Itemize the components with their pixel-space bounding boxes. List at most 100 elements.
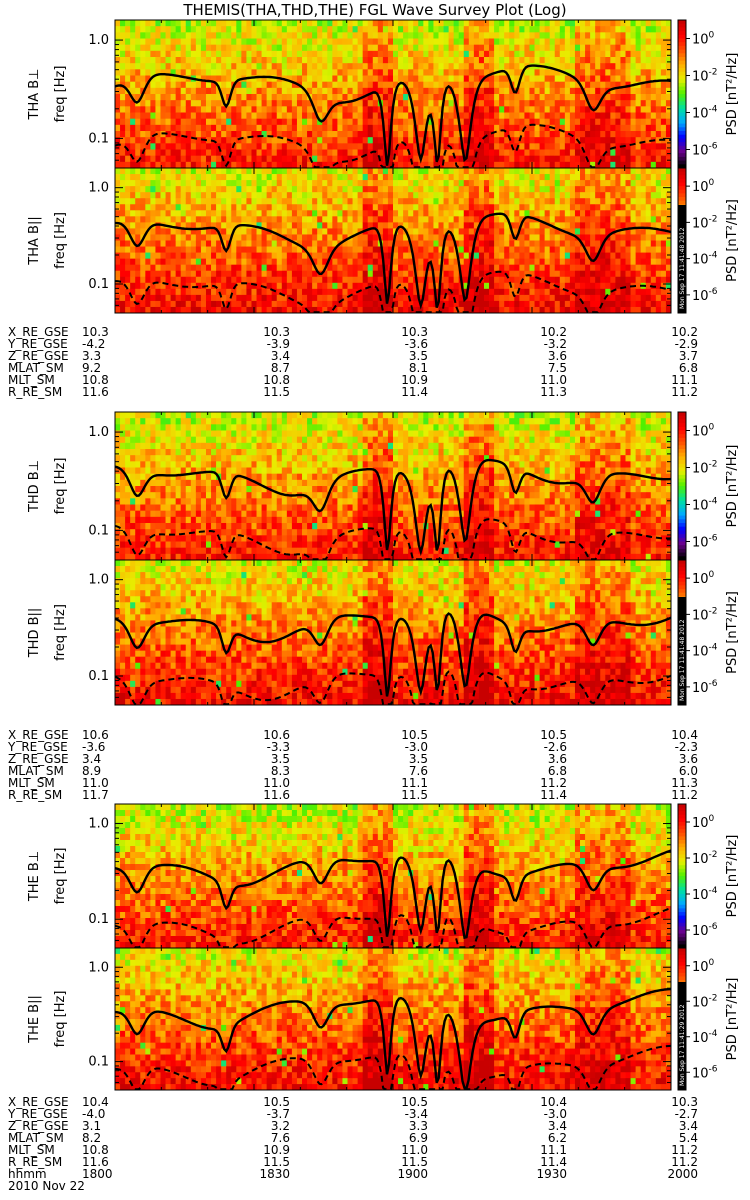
spectrogram-cell xyxy=(408,174,414,181)
spectrogram-cell xyxy=(544,240,551,247)
spectrogram-cell xyxy=(332,131,338,138)
spectrogram-cell xyxy=(453,216,460,223)
spectrogram-cell xyxy=(418,246,424,253)
spectrogram-cell xyxy=(463,75,470,83)
spectrogram-cell xyxy=(271,63,278,70)
spectrogram-cell xyxy=(367,306,374,314)
spectrogram-cell xyxy=(539,118,546,126)
spectrogram-cell xyxy=(514,228,520,235)
spectrogram-cell xyxy=(610,32,616,39)
spectrogram-cell xyxy=(216,149,222,157)
spectrogram-cell xyxy=(438,306,444,314)
spectrogram-cell xyxy=(332,149,338,157)
spectrogram-cell xyxy=(519,192,525,199)
spectrogram-cell xyxy=(544,234,551,241)
spectrogram-cell xyxy=(135,234,141,241)
spectrogram-cell xyxy=(408,137,414,144)
spectrogram-cell xyxy=(489,143,495,150)
spectrogram-cell xyxy=(261,216,268,223)
spectrogram-cell xyxy=(205,276,212,284)
spectrogram-cell xyxy=(322,50,328,58)
spectrogram-cell xyxy=(443,216,449,223)
spectrogram-cell xyxy=(478,44,485,52)
spectrogram-cell xyxy=(423,240,429,247)
spectrogram-cell xyxy=(241,131,247,138)
spectrogram-cell xyxy=(387,63,394,70)
spectrogram-cell xyxy=(195,57,202,64)
spectrogram-cell xyxy=(499,282,505,290)
spectrogram-cell xyxy=(150,306,156,314)
spectrogram-cell xyxy=(205,50,212,58)
spectrogram-cell xyxy=(281,94,288,101)
spectrogram-cell xyxy=(438,69,444,76)
spectrogram-cell xyxy=(342,75,348,83)
spectrogram-cell xyxy=(205,149,212,157)
spectrogram-cell xyxy=(473,26,480,33)
spectrogram-cell xyxy=(640,32,647,39)
spectrogram-cell xyxy=(256,124,262,132)
spectrogram-cell xyxy=(155,300,161,308)
spectrogram-cell xyxy=(504,26,510,33)
spectrogram-cell xyxy=(494,50,500,58)
spectrogram-cell xyxy=(150,192,156,199)
spectrogram-cell xyxy=(564,246,571,253)
spectrogram-cell xyxy=(115,246,121,253)
spectrogram-cell xyxy=(347,288,353,296)
spectrogram-cell xyxy=(281,264,288,272)
spectrogram-cell xyxy=(312,276,318,284)
spectrogram-cell xyxy=(221,294,227,302)
spectrogram-cell xyxy=(281,288,288,296)
spectrogram-cell xyxy=(377,149,384,157)
spectrogram-cell xyxy=(296,252,303,260)
spectrogram-cell xyxy=(544,186,551,193)
spectrogram-cell xyxy=(337,186,343,193)
spectrogram-cell xyxy=(221,204,227,211)
spectrogram-cell xyxy=(418,264,424,272)
spectrogram-cell xyxy=(463,306,470,314)
spectrogram-cell xyxy=(352,38,359,46)
spectrogram-cell xyxy=(256,69,262,76)
spectrogram-cell xyxy=(130,50,136,58)
spectrogram-cell xyxy=(347,174,353,181)
spectrogram-cell xyxy=(125,75,131,83)
spectrogram-cell xyxy=(200,210,207,217)
spectrogram-cell xyxy=(226,204,232,211)
spectrogram-cell xyxy=(342,234,348,241)
spectrogram-cell xyxy=(175,192,182,199)
spectrogram-cell xyxy=(205,300,212,308)
spectrogram-cell xyxy=(271,198,278,205)
spectrogram-cell xyxy=(190,106,197,113)
spectrogram-cell xyxy=(398,149,404,157)
spectrogram-cell xyxy=(302,258,308,266)
spectrogram-cell xyxy=(509,198,515,205)
spectrogram-cell xyxy=(170,50,177,58)
spectrogram-cell xyxy=(393,69,399,76)
spectrogram-cell xyxy=(266,234,273,241)
spectrogram-cell xyxy=(327,161,333,169)
spectrogram-cell xyxy=(489,112,495,120)
spectrogram-cell xyxy=(261,288,268,296)
spectrogram-cell xyxy=(509,87,515,95)
spectrogram-cell xyxy=(362,124,369,132)
spectrogram-cell xyxy=(665,131,672,138)
spectrogram-cell xyxy=(200,94,207,101)
spectrogram-cell xyxy=(261,118,268,126)
spectrogram-cell xyxy=(605,118,611,126)
spectrogram-cell xyxy=(448,210,455,217)
spectrogram-cell xyxy=(514,306,520,314)
spectrogram-cell xyxy=(524,32,530,39)
spectrogram-cell xyxy=(327,63,333,70)
spectrogram-cell xyxy=(226,124,232,132)
spectrogram-cell xyxy=(438,222,444,229)
spectrogram-cell xyxy=(226,26,232,33)
spectrogram-cell xyxy=(170,87,177,95)
spectrogram-cell xyxy=(276,246,283,253)
spectrogram-cell xyxy=(458,246,465,253)
spectrogram-cell xyxy=(600,106,606,113)
spectrogram-cell xyxy=(534,161,540,169)
spectrogram-cell xyxy=(448,246,455,253)
spectrogram-cell xyxy=(478,137,485,144)
spectrogram-cell xyxy=(428,240,434,247)
spectrogram-cell xyxy=(150,106,156,113)
spectrogram-cell xyxy=(478,131,485,138)
